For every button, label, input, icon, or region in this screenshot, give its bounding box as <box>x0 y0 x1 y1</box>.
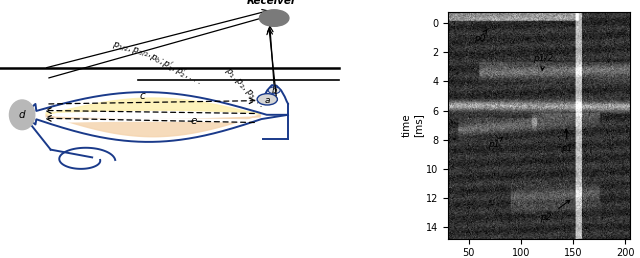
Text: $p_1, p_2, p_3 ...$: $p_1, p_2, p_3 ...$ <box>222 65 266 110</box>
Text: $p_0, p_1', p_2', ...$: $p_0, p_1', p_2', ...$ <box>147 50 204 89</box>
Circle shape <box>257 94 277 105</box>
Text: p1/2: p1/2 <box>534 54 554 70</box>
Text: Receiver: Receiver <box>247 0 297 6</box>
Text: a: a <box>264 96 270 104</box>
Text: d: d <box>19 110 26 120</box>
Polygon shape <box>23 92 288 142</box>
Text: p1: p1 <box>488 138 502 149</box>
Text: c: c <box>140 91 146 101</box>
Circle shape <box>259 10 289 26</box>
Text: $p_{1/2}, p_{3/2}, ...$: $p_{1/2}, p_{3/2}, ...$ <box>111 39 166 64</box>
Circle shape <box>268 87 280 94</box>
Text: p1': p1' <box>561 129 575 153</box>
Text: b: b <box>271 86 277 95</box>
Y-axis label: time
[ms]: time [ms] <box>401 113 423 137</box>
Text: p0: p0 <box>474 30 487 43</box>
Polygon shape <box>46 98 260 115</box>
Polygon shape <box>46 115 260 137</box>
Text: e: e <box>190 116 196 126</box>
Ellipse shape <box>10 100 35 130</box>
Text: p2': p2' <box>540 200 570 222</box>
